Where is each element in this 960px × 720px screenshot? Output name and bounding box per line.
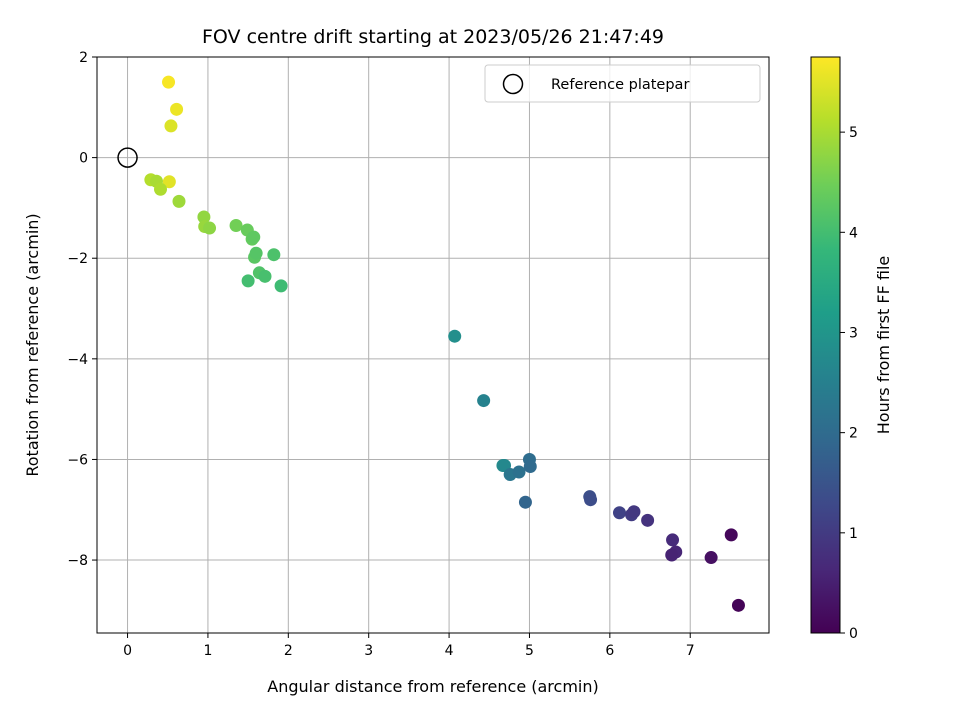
- data-point: [197, 210, 211, 224]
- data-point: [512, 465, 526, 479]
- data-point: [258, 269, 272, 283]
- data-point: [162, 75, 176, 89]
- data-point: [229, 219, 243, 233]
- x-axis-ticks: 0 1 2 3 4 5 6 7: [123, 633, 695, 659]
- data-point: [477, 394, 491, 408]
- data-point: [247, 230, 261, 244]
- chart-title: FOV centre drift starting at 2023/05/26 …: [202, 26, 664, 48]
- data-point: [627, 505, 641, 519]
- colorbar-ticks: 0 1 2 3 4 5: [840, 125, 858, 642]
- x-tick-label: 5: [525, 643, 534, 659]
- data-point: [584, 493, 598, 507]
- x-tick-label: 1: [203, 643, 212, 659]
- x-tick-label: 2: [284, 643, 293, 659]
- plot-frame: [96, 56, 770, 634]
- data-point: [518, 495, 532, 509]
- scatter-points: [144, 75, 745, 612]
- grid: [97, 56, 769, 633]
- data-point: [448, 329, 462, 343]
- y-tick-label: −4: [67, 352, 88, 368]
- x-tick-label: 0: [123, 643, 132, 659]
- legend-open-circle-icon: [502, 73, 524, 95]
- y-tick-label: −2: [67, 251, 88, 267]
- legend: Reference platepar: [484, 64, 761, 103]
- data-point: [274, 279, 288, 293]
- colorbar-tick-label: 4: [849, 225, 858, 241]
- y-tick-label: −6: [67, 452, 88, 468]
- reference-platepar-marker: [117, 147, 138, 168]
- data-point: [523, 459, 537, 473]
- colorbar-tick-label: 2: [849, 426, 858, 442]
- y-tick-label: 0: [79, 151, 88, 167]
- data-point: [164, 119, 178, 133]
- y-axis-label: Rotation from reference (arcmin): [23, 213, 42, 476]
- x-tick-label: 4: [445, 643, 454, 659]
- colorbar-tick-label: 3: [849, 325, 858, 341]
- data-point: [641, 513, 655, 527]
- colorbar-tick-label: 5: [849, 125, 858, 141]
- data-point: [203, 221, 217, 235]
- colorbar: [810, 56, 841, 634]
- y-axis-ticks: 2 0 −2 −4 −6 −8: [67, 50, 97, 569]
- data-point: [731, 598, 745, 612]
- legend-entry-label: Reference platepar: [551, 77, 689, 93]
- data-point: [154, 182, 168, 196]
- data-point: [172, 194, 186, 208]
- legend-box: [484, 64, 761, 103]
- y-tick-label: 2: [79, 50, 88, 66]
- x-axis-label: Angular distance from reference (arcmin): [267, 677, 598, 696]
- data-point: [162, 175, 176, 189]
- colorbar-tick-label: 1: [849, 526, 858, 542]
- data-point: [267, 248, 281, 262]
- data-point: [612, 506, 626, 520]
- data-point: [666, 533, 680, 547]
- x-tick-label: 6: [605, 643, 614, 659]
- colorbar-tick-label: 0: [849, 626, 858, 642]
- y-tick-label: −8: [67, 553, 88, 569]
- data-point: [241, 274, 255, 288]
- x-tick-label: 7: [686, 643, 695, 659]
- data-point: [704, 551, 718, 565]
- data-point: [170, 102, 184, 116]
- colorbar-label: Hours from first FF file: [874, 256, 893, 435]
- reference-marker: [117, 147, 138, 168]
- x-tick-label: 3: [364, 643, 373, 659]
- data-point: [665, 548, 679, 562]
- data-point: [724, 528, 738, 542]
- data-point: [249, 246, 263, 260]
